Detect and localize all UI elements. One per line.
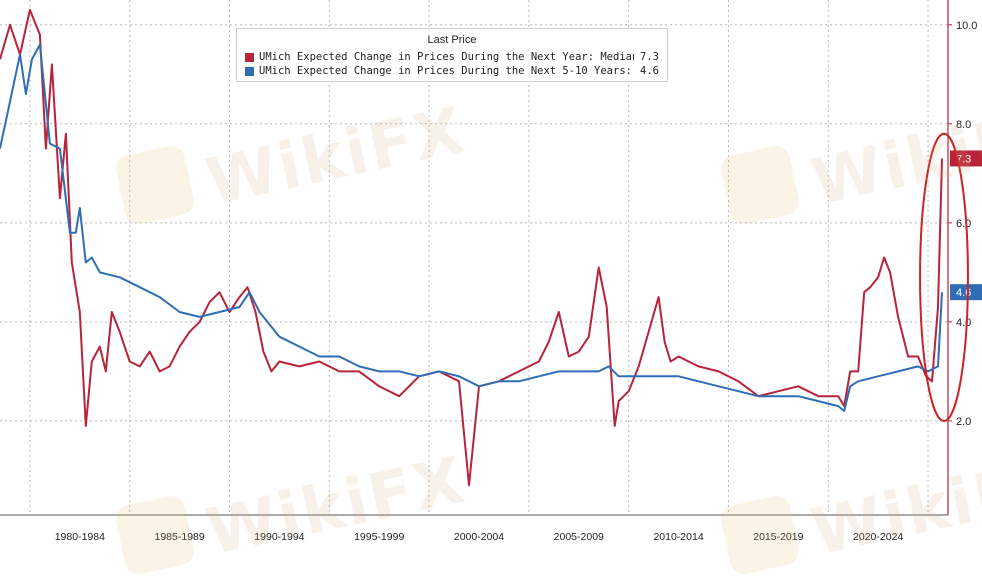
legend: Last Price UMich Expected Change in Pric…	[236, 28, 668, 82]
y-tick-label: 2.0	[956, 416, 971, 428]
watermark-logo	[113, 143, 197, 227]
legend-item-name: UMich Expected Change in Prices During t…	[259, 65, 634, 77]
last-price-badge	[950, 284, 982, 301]
watermark-logo	[718, 143, 802, 227]
series-line	[0, 43, 943, 412]
legend-swatch	[245, 66, 254, 76]
last-price-label: 7.3	[956, 153, 971, 165]
y-tick-label: 4.0	[956, 317, 971, 329]
annotation-ellipse	[919, 132, 969, 422]
last-price-label: 4.6	[956, 287, 971, 299]
x-tick-label: 1995-1999	[354, 531, 404, 543]
legend-item-name: UMich Expected Change in Prices During t…	[259, 51, 635, 63]
y-tick-label: 8.0	[956, 119, 971, 131]
x-tick-label: 1980-1984	[55, 531, 105, 543]
x-tick-label: 1985-1989	[155, 531, 205, 543]
legend-swatch	[245, 52, 254, 62]
x-tick-label: 2010-2014	[653, 531, 703, 543]
series-line	[0, 8, 943, 487]
watermark-logo	[113, 493, 197, 577]
x-tick-label: 1990-1994	[254, 531, 304, 543]
x-tick-label: 2020-2024	[853, 531, 903, 543]
legend-item-last-price: 7.3	[640, 51, 659, 63]
y-tick-label: 10.0	[956, 20, 977, 32]
legend-item-last-price: 4.6	[640, 65, 659, 77]
x-tick-label: 2005-2009	[554, 531, 604, 543]
chart-svg: 10.0 8.0 6.0 4.0 2.0 1980-1984 1985-1989 1990-1…	[0, 0, 982, 543]
legend-title: Last Price	[427, 34, 477, 46]
watermark-logo	[718, 493, 802, 577]
legend-item: UMich Expected Change in Prices During t…	[245, 50, 659, 64]
y-tick-label: 6.0	[956, 218, 971, 230]
legend-item: UMich Expected Change in Prices During t…	[245, 64, 659, 78]
x-tick-label: 2015-2019	[753, 531, 803, 543]
x-tick-label: 2000-2004	[454, 531, 504, 543]
